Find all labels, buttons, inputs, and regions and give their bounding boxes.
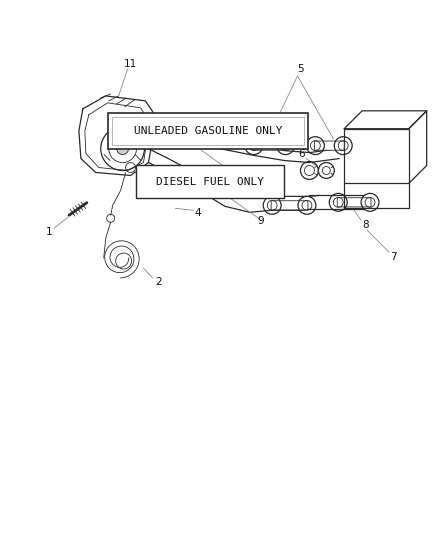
Text: 2: 2 xyxy=(155,277,162,287)
Text: 3: 3 xyxy=(226,114,233,124)
Text: DIESEL FUEL ONLY: DIESEL FUEL ONLY xyxy=(156,176,264,187)
FancyBboxPatch shape xyxy=(314,141,344,150)
FancyBboxPatch shape xyxy=(271,201,308,210)
Bar xyxy=(112,117,304,146)
Text: 8: 8 xyxy=(363,220,369,230)
Circle shape xyxy=(117,143,129,155)
Text: 4: 4 xyxy=(195,208,201,219)
Text: 1: 1 xyxy=(46,227,53,237)
Text: UNLEADED GASOLINE ONLY: UNLEADED GASOLINE ONLY xyxy=(134,126,283,136)
Text: 9: 9 xyxy=(257,216,264,227)
Text: 10: 10 xyxy=(224,167,237,177)
Text: 5: 5 xyxy=(297,64,304,74)
Text: 6: 6 xyxy=(298,149,305,159)
Bar xyxy=(344,129,409,183)
Bar xyxy=(108,114,308,149)
Text: 7: 7 xyxy=(391,252,397,262)
Text: 11: 11 xyxy=(124,59,137,69)
FancyBboxPatch shape xyxy=(253,141,286,150)
FancyBboxPatch shape xyxy=(337,198,371,207)
Bar xyxy=(136,165,284,198)
